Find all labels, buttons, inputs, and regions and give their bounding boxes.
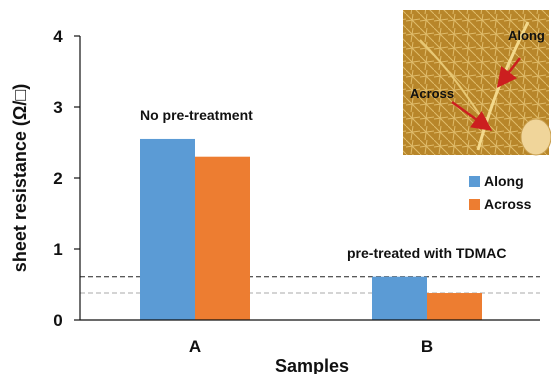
- inset-arrow-across: [451, 100, 493, 131]
- x-axis-title: Samples: [275, 356, 349, 374]
- y-tick-label: 0: [53, 311, 62, 330]
- inset-label-across: Across: [410, 86, 454, 101]
- bar-A-across: [195, 156, 250, 320]
- inset-arrow-along: [496, 57, 521, 88]
- x-tick-label-B: B: [421, 337, 433, 356]
- bar-B-across: [427, 293, 482, 320]
- x-tick-label-A: A: [189, 337, 201, 356]
- annotation-no-pretreatment: No pre-treatment: [140, 107, 253, 123]
- bars: [140, 138, 482, 320]
- y-tick-label: 4: [53, 27, 63, 46]
- inset-fiber-blob: [520, 118, 551, 156]
- bar-B-along: [372, 276, 427, 320]
- legend-label-across: Across: [484, 196, 532, 212]
- y-ticks: 0 1 2 3 4: [53, 27, 80, 330]
- bar-A-along: [140, 138, 195, 320]
- y-tick-label: 1: [53, 240, 62, 259]
- legend-swatch-across: [469, 199, 480, 210]
- annotation-pretreated-tdmac: pre-treated with TDMAC: [347, 245, 506, 261]
- y-tick-label: 3: [53, 98, 62, 117]
- legend: Along Across: [469, 173, 532, 212]
- inset-photo: Along Across: [403, 10, 551, 156]
- y-axis-title: sheet resistance (Ω/□): [10, 84, 30, 272]
- legend-swatch-along: [469, 176, 480, 187]
- legend-label-along: Along: [484, 173, 524, 189]
- inset-label-along: Along: [508, 28, 545, 43]
- y-tick-label: 2: [53, 169, 62, 188]
